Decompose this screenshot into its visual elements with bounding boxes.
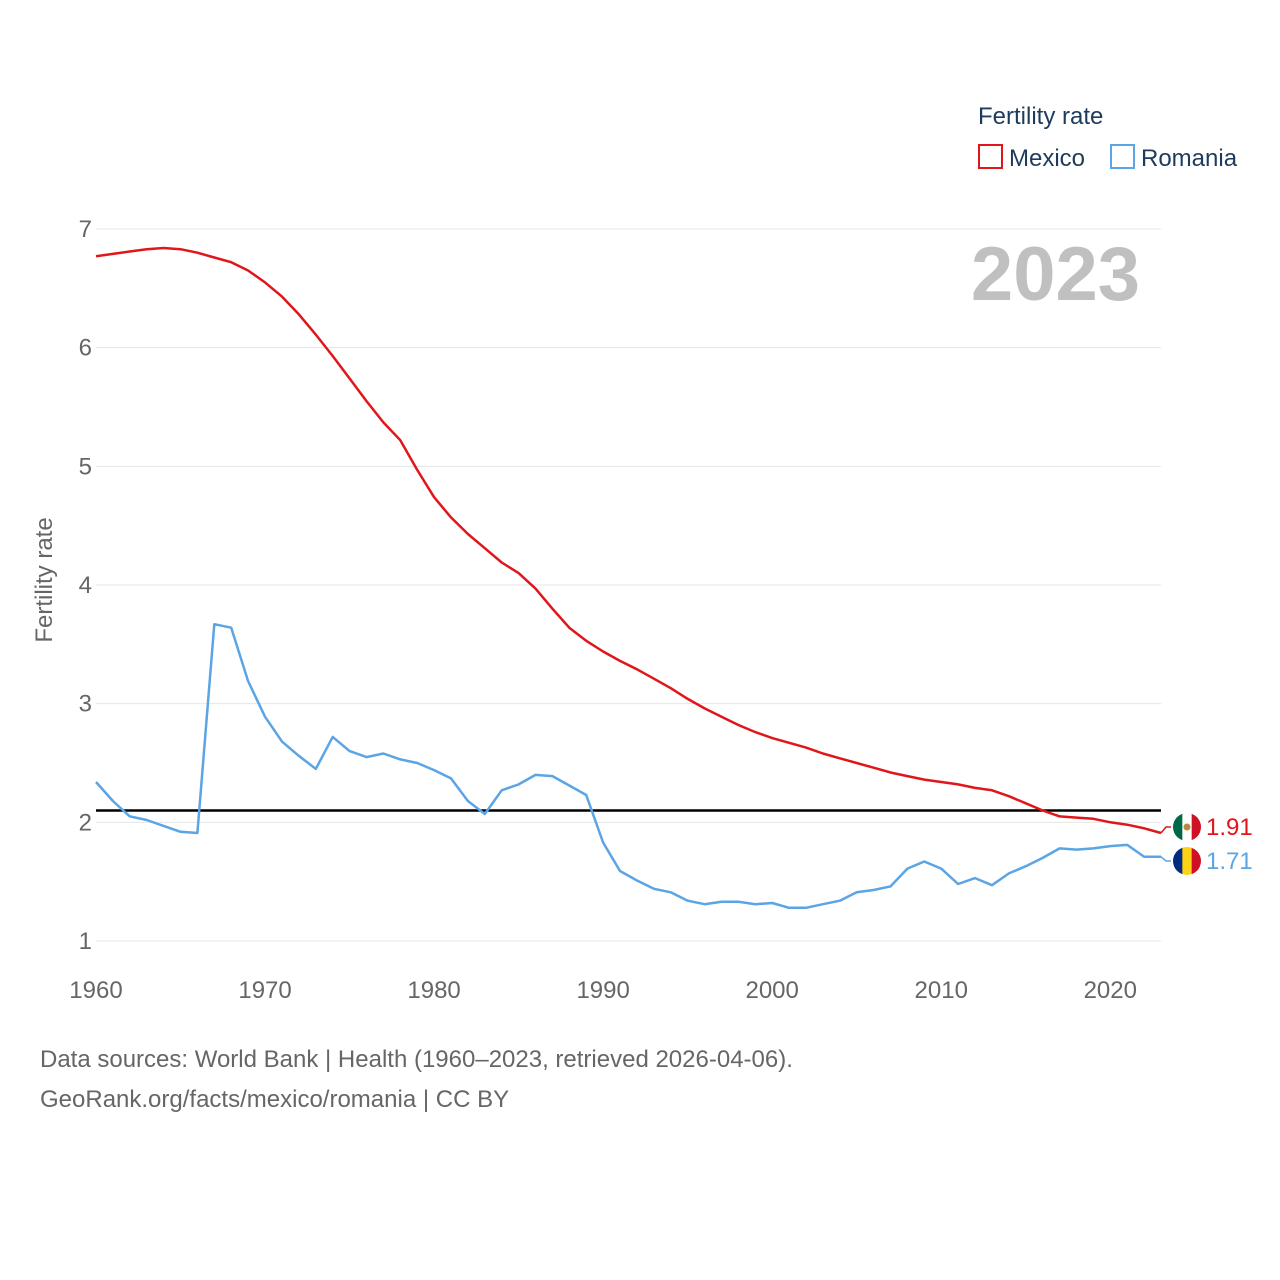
- y-tick-label: 7: [79, 216, 92, 243]
- y-tick-label: 2: [79, 809, 92, 836]
- x-tick-label: 2000: [745, 977, 798, 1004]
- series-line-romania: [95, 622, 1161, 910]
- x-tick-label: 1970: [238, 977, 291, 1004]
- end-value-label-romania: 1.71: [1206, 848, 1253, 875]
- y-tick-label: 4: [79, 572, 92, 599]
- end-connector: [1160, 856, 1171, 862]
- legend: Fertility rate Mexico Romania: [978, 103, 1238, 172]
- x-tick-label: 1960: [69, 977, 122, 1004]
- y-axis-title: Fertility rate: [31, 517, 58, 642]
- x-tick-label: 2020: [1084, 977, 1137, 1004]
- y-tick-label: 5: [79, 453, 92, 480]
- year-watermark: 2023: [971, 232, 1140, 317]
- series-lines: [95, 246, 1162, 910]
- x-tick-label: 1980: [407, 977, 460, 1004]
- end-markers: 1.91 1.71: [1160, 813, 1253, 875]
- source-line-1: Data sources: World Bank | Health (1960–…: [40, 1046, 793, 1073]
- end-connector: [1160, 826, 1171, 834]
- legend-title: Fertility rate: [978, 103, 1103, 130]
- x-tick-label: 1990: [576, 977, 629, 1004]
- source-line-2: GeoRank.org/facts/mexico/romania | CC BY: [40, 1086, 510, 1113]
- legend-swatch-romania: [1110, 144, 1135, 169]
- legend-swatch-mexico: [978, 144, 1003, 169]
- romania-flag-icon: [1173, 847, 1201, 875]
- x-axis-ticks: 1960 1970 1980 1990 2000 2010 2020: [69, 977, 1137, 1004]
- legend-label-romania: Romania: [1141, 145, 1238, 172]
- x-tick-label: 2010: [915, 977, 968, 1004]
- legend-label-mexico: Mexico: [1009, 145, 1085, 172]
- gridlines: [96, 228, 1161, 942]
- y-axis-ticks: 1 2 3 4 5 6 7: [79, 216, 92, 955]
- end-value-label-mexico: 1.91: [1206, 814, 1253, 841]
- y-tick-label: 6: [79, 335, 92, 362]
- mexico-flag-icon: [1173, 813, 1201, 841]
- y-tick-label: 1: [79, 928, 92, 955]
- series-line-mexico: [95, 246, 1162, 835]
- y-tick-label: 3: [79, 691, 92, 718]
